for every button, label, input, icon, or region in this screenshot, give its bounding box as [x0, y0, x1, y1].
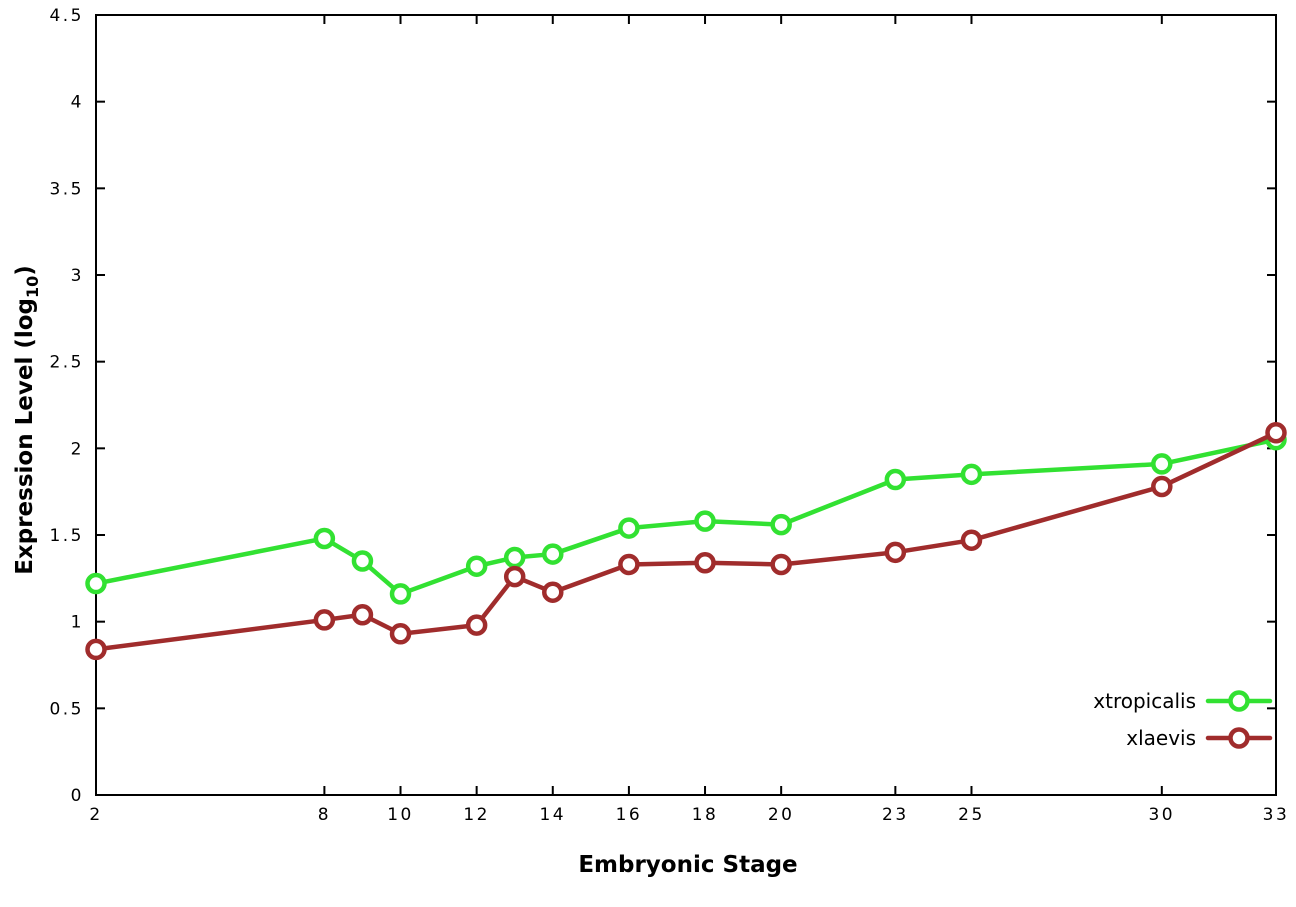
data-point-marker	[85, 572, 107, 595]
legend-label-xtropicalis: xtropicalis	[1093, 689, 1196, 713]
data-point-marker	[884, 468, 907, 491]
data-point-marker	[1151, 453, 1173, 475]
data-point-marker	[85, 638, 107, 661]
data-point-marker	[960, 529, 983, 551]
data-point-marker	[1265, 421, 1287, 444]
data-point-marker	[542, 543, 564, 565]
y-tick-label: 4.5	[49, 6, 84, 26]
x-tick-label: 25	[958, 805, 985, 825]
legend-point-sample-xtropicalis	[1228, 690, 1250, 712]
x-axis-title: Embryonic Stage	[578, 852, 797, 878]
x-tick-label: 12	[463, 805, 490, 825]
x-tick-label: 2	[89, 805, 102, 825]
y-tick-label: 2	[71, 439, 84, 459]
data-point-marker	[618, 517, 640, 539]
data-point-marker	[351, 550, 374, 572]
y-axis-title-subscript: 10	[23, 276, 42, 298]
series-xlaevis	[85, 421, 1287, 661]
y-axis-title-prefix: Expression Level (log	[12, 298, 38, 575]
y-tick-label: 0.5	[49, 699, 84, 719]
legend-label-xlaevis: xlaevis	[1126, 726, 1196, 750]
data-point-marker	[503, 565, 526, 588]
data-point-marker	[465, 555, 488, 577]
data-point-marker	[542, 581, 564, 603]
x-tick-label: 10	[387, 805, 414, 825]
legend: xtropicalis xlaevis	[1093, 689, 1273, 750]
x-tick-label: 18	[692, 805, 719, 825]
x-tick-label: 23	[882, 805, 909, 825]
x-tick-label: 33	[1263, 805, 1290, 825]
data-point-marker	[351, 603, 374, 626]
series-xtropicalis	[85, 428, 1287, 605]
y-tick-label: 3	[71, 266, 84, 286]
data-point-marker	[389, 583, 412, 605]
y-tick-label: 1.5	[49, 526, 84, 546]
data-point-marker	[694, 551, 716, 574]
data-point-marker	[618, 553, 640, 576]
data-point-marker	[960, 463, 983, 486]
y-tick-label: 3.5	[49, 179, 84, 199]
x-tick-label: 20	[768, 805, 795, 825]
x-tick-label: 16	[616, 805, 643, 825]
data-point-marker	[465, 614, 488, 636]
plot-border	[95, 14, 1277, 796]
data-point-marker	[503, 546, 526, 569]
data-point-marker	[694, 510, 716, 532]
data-point-marker	[884, 541, 907, 564]
plot-area: 2 8 10 12 14 16 18 20 23 25 30 33 0 0.5 1 1.5 2 2.5 3 3.5 4 4…	[49, 6, 1290, 825]
y-tick-label: 0	[71, 786, 84, 806]
data-point-marker	[1151, 475, 1173, 498]
y-tick-label: 2.5	[49, 353, 84, 373]
data-point-marker	[313, 609, 336, 631]
data-point-marker	[313, 527, 336, 550]
data-point-marker	[770, 553, 792, 576]
y-axis-title: Expression Level (log10)	[12, 265, 42, 575]
data-point-marker	[770, 513, 792, 536]
y-axis-title-suffix: )	[12, 265, 38, 276]
y-tick-label: 4	[71, 93, 84, 113]
series-line-xtropicalis	[93, 437, 1279, 597]
legend-point-sample-xlaevis	[1228, 727, 1250, 749]
x-tick-label: 8	[318, 805, 331, 825]
x-tick-label: 14	[539, 805, 566, 825]
data-point-marker	[389, 623, 412, 645]
y-tick-label: 1	[71, 613, 84, 633]
x-tick-label: 30	[1148, 805, 1175, 825]
